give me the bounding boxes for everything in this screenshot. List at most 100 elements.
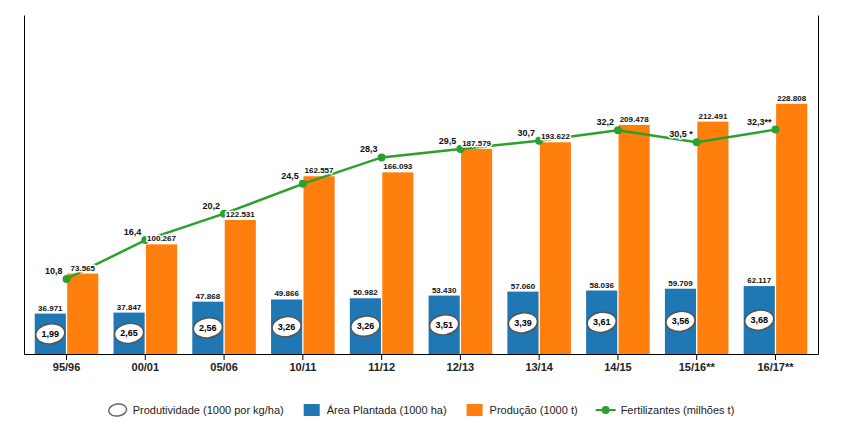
y-axis xyxy=(24,16,25,355)
point xyxy=(771,126,779,134)
tick-mark xyxy=(381,354,382,360)
bar-series xyxy=(67,104,807,354)
data-label: 49.866 xyxy=(274,289,299,298)
tick-label: 95/96 xyxy=(53,361,81,373)
tick: 15/16** xyxy=(679,354,716,373)
data-label: 32,2 xyxy=(596,117,614,127)
annotation-label: 3,39 xyxy=(514,318,532,328)
y-axis-line xyxy=(24,16,25,355)
data-label: 166.093 xyxy=(383,162,412,171)
tick: 00/01 xyxy=(132,354,160,373)
legend-label: Produtividade (1000 por kg/ha) xyxy=(133,404,284,416)
bar xyxy=(507,292,538,354)
data-label: 28,3 xyxy=(360,144,378,154)
bar xyxy=(114,313,145,354)
point xyxy=(614,126,622,134)
annotation-label: 3,26 xyxy=(278,322,296,332)
tick: 11/12 xyxy=(368,354,395,373)
annotation-label: 3,56 xyxy=(672,316,690,326)
bar xyxy=(461,149,492,354)
data-label: 24,5 xyxy=(281,171,299,181)
y2-axis-line xyxy=(818,16,819,355)
bar xyxy=(665,289,696,354)
bar xyxy=(744,286,775,354)
marks xyxy=(34,104,807,354)
legend-swatch xyxy=(304,404,320,416)
labels: 36.97137.84747.86849.86650.98253.43057.0… xyxy=(38,94,807,339)
tick: 13/14 xyxy=(525,354,553,373)
ellipse-marker xyxy=(192,316,224,340)
tick-label: 05/06 xyxy=(210,361,238,373)
data-label: 30,7 xyxy=(518,128,536,138)
line xyxy=(67,130,776,279)
point xyxy=(693,138,701,146)
legend-label: Produção (1000 t) xyxy=(490,404,578,416)
tick-mark xyxy=(302,354,303,360)
chart-svg: 95/96 00/01 05/06 10/11 11/12 12/13 13/14 14/15… xyxy=(0,0,842,426)
x-axis: 95/96 00/01 05/06 10/11 11/12 12/13 13/14 14/15… xyxy=(25,354,819,373)
bar xyxy=(619,125,650,354)
annotation-label: 3,61 xyxy=(593,317,611,327)
data-label: 57.060 xyxy=(511,282,536,291)
data-label: 37.847 xyxy=(117,303,142,312)
bar xyxy=(697,122,728,354)
plot-root: 95/96 00/01 05/06 10/11 11/12 12/13 13/14 14/15… xyxy=(25,16,819,373)
tick: 14/15 xyxy=(604,354,632,373)
bar xyxy=(146,244,177,354)
data-label: 73.565 xyxy=(71,264,96,273)
ellipse-marker xyxy=(350,314,382,338)
bar xyxy=(67,274,98,354)
data-label: 20,2 xyxy=(203,201,221,211)
data-label: 187.579 xyxy=(462,139,491,148)
tick: 05/06 xyxy=(210,354,238,373)
tick-mark xyxy=(539,354,540,360)
data-label: 59.709 xyxy=(668,279,693,288)
data-label: 50.982 xyxy=(353,288,378,297)
tick-mark xyxy=(775,354,776,360)
point xyxy=(299,180,307,188)
data-label: 62.117 xyxy=(747,276,772,285)
legend-item: Fertilizantes (milhões t) xyxy=(596,404,735,416)
bar xyxy=(586,291,617,354)
annotation-label: 3,26 xyxy=(357,321,375,331)
legend-swatch xyxy=(108,403,127,417)
tick-label: 00/01 xyxy=(132,361,160,373)
bar xyxy=(192,302,223,354)
tick: 16/17** xyxy=(757,354,794,373)
tick-mark xyxy=(460,354,461,360)
point xyxy=(63,275,71,283)
ellipse-marker xyxy=(665,309,697,333)
legend-label: Fertilizantes (milhões t) xyxy=(621,404,735,416)
ellipse-marker xyxy=(507,311,539,335)
tick: 10/11 xyxy=(289,354,316,373)
legend-swatch-marker xyxy=(602,406,610,414)
point xyxy=(378,153,386,161)
tick-mark xyxy=(66,354,67,360)
legend-item: Área Plantada (1000 ha) xyxy=(304,404,447,416)
bar xyxy=(271,299,302,354)
ellipse-marker xyxy=(34,322,66,346)
tick-label: 14/15 xyxy=(604,361,632,373)
ellipse-marker xyxy=(113,321,145,345)
tick-label: 12/13 xyxy=(447,361,475,373)
bar xyxy=(382,172,413,354)
data-label: 100.267 xyxy=(147,234,176,243)
bar xyxy=(35,314,66,354)
tick-label: 16/17** xyxy=(757,361,794,373)
tick-label: 13/14 xyxy=(525,361,553,373)
tick: 12/13 xyxy=(447,354,475,373)
data-label: 162.557 xyxy=(305,166,334,175)
ellipse-marker xyxy=(743,308,775,332)
annotation-label: 3,51 xyxy=(435,320,453,330)
data-label: 29,5 xyxy=(439,136,457,146)
bar xyxy=(350,298,381,354)
y2-axis xyxy=(818,16,819,355)
tick-mark xyxy=(696,354,697,360)
tick-mark xyxy=(145,354,146,360)
data-label: 47.868 xyxy=(196,292,221,301)
bar xyxy=(429,296,460,354)
x-axis-line xyxy=(25,354,819,355)
tick-label: 11/12 xyxy=(368,361,395,373)
tick-label: 10/11 xyxy=(289,361,316,373)
bar xyxy=(225,220,256,354)
